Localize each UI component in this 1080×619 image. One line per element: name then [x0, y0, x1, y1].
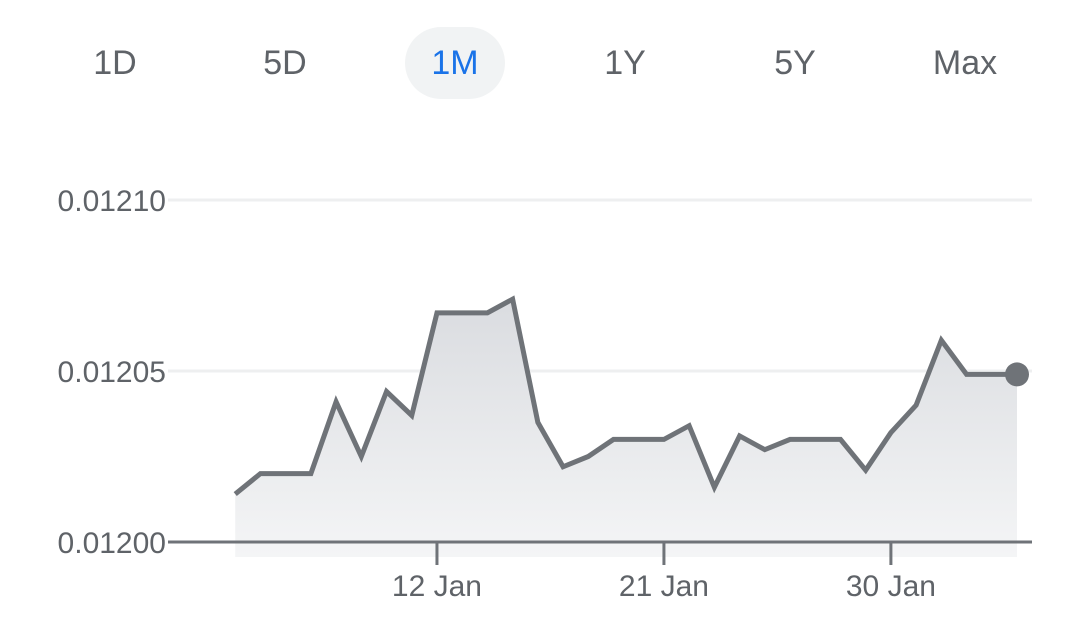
data-point: [409, 412, 415, 418]
area-path: [235, 299, 1017, 557]
price-line: [233, 295, 1017, 497]
data-point: [737, 433, 743, 439]
tab-1d-label: 1D: [93, 43, 137, 82]
data-point: [938, 337, 944, 343]
data-point: [333, 399, 339, 405]
data-point: [510, 296, 516, 302]
data-point: [686, 423, 692, 429]
data-point: [661, 436, 667, 442]
tab-5d-label: 5D: [263, 43, 307, 82]
y-tick-label: 0.01200: [58, 527, 166, 560]
data-point: [434, 310, 440, 316]
data-point: [837, 436, 843, 442]
data-point: [787, 436, 793, 442]
x-tick-label: 12 Jan: [392, 570, 482, 603]
data-point: [762, 447, 768, 453]
data-point: [913, 402, 919, 408]
x-tick-label: 21 Jan: [619, 570, 709, 603]
x-axis-labels: 12 Jan 21 Jan 30 Jan: [392, 570, 936, 603]
data-point: [711, 484, 717, 490]
data-points: [232, 296, 1029, 497]
data-point: [560, 464, 566, 470]
data-point: [535, 419, 541, 425]
data-point: [636, 436, 642, 442]
tab-1y-label: 1Y: [604, 43, 646, 82]
tab-5d[interactable]: 5D: [200, 27, 370, 99]
data-point: [989, 371, 995, 377]
tab-1y[interactable]: 1Y: [540, 27, 710, 99]
data-point: [459, 310, 465, 316]
data-point: [358, 454, 364, 460]
tab-1d[interactable]: 1D: [30, 27, 200, 99]
data-point: [964, 371, 970, 377]
grid-lines: [168, 198, 1032, 373]
tab-1m[interactable]: 1M: [370, 27, 540, 99]
data-point: [888, 430, 894, 436]
data-point: [257, 471, 263, 477]
tab-max[interactable]: Max: [880, 27, 1050, 99]
data-point: [611, 436, 617, 442]
y-tick-label: 0.01205: [58, 356, 166, 389]
data-point: [812, 436, 818, 442]
data-point: [384, 389, 390, 395]
tab-1m-label: 1M: [405, 27, 505, 99]
x-tick-label: 30 Jan: [846, 570, 936, 603]
data-point: [283, 471, 289, 477]
current-value-dot: [1005, 362, 1029, 387]
time-range-tabs: 1D 5D 1M 1Y 5Y Max: [30, 27, 1050, 99]
tab-5y[interactable]: 5Y: [710, 27, 880, 99]
tab-max-label: Max: [932, 43, 998, 82]
data-point: [585, 454, 591, 460]
data-point: [308, 471, 314, 477]
series-line: [233, 295, 1017, 497]
data-point: [484, 310, 490, 316]
data-point: [232, 491, 238, 497]
tab-5y-label: 5Y: [774, 43, 816, 82]
y-tick-label: 0.01210: [58, 185, 166, 218]
area-fill: [235, 299, 1017, 557]
y-axis-labels: 0.01210 0.01205 0.01200: [58, 185, 166, 560]
x-axis: [168, 540, 1032, 565]
data-point: [863, 467, 869, 473]
